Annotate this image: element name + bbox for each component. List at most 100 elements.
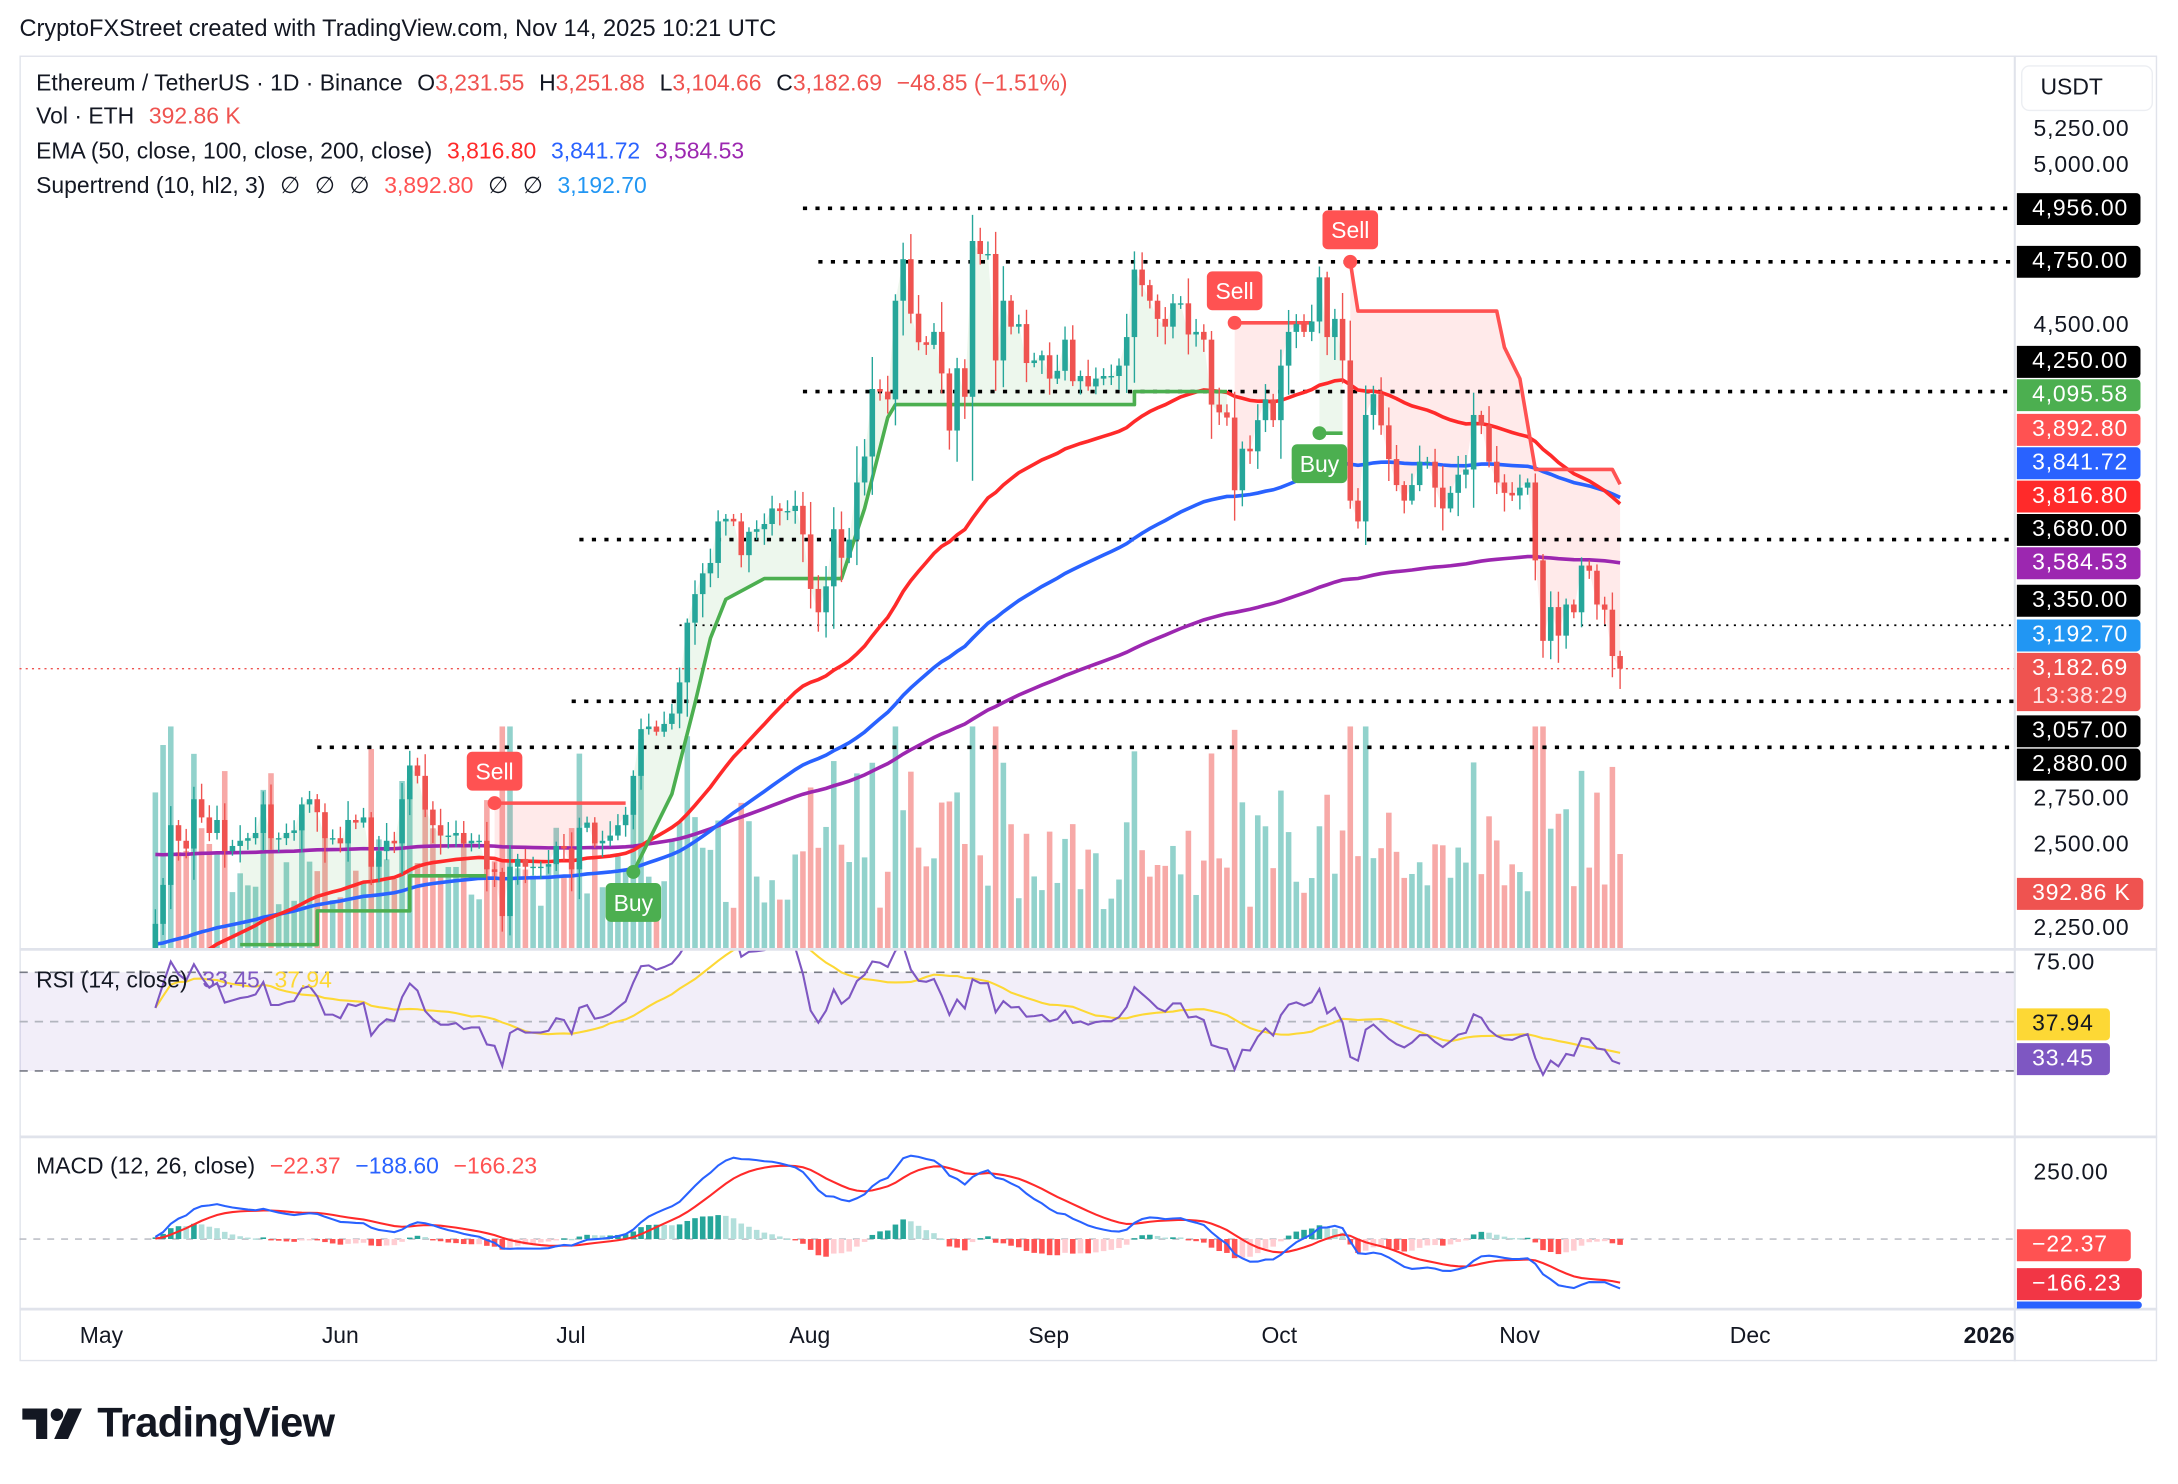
macd-histogram-bar xyxy=(476,1239,482,1245)
candle-body xyxy=(1270,399,1276,421)
volume-bar xyxy=(1031,876,1037,949)
volume-bar xyxy=(291,900,297,949)
macd-histogram-bar xyxy=(191,1223,197,1240)
volume-bar xyxy=(445,867,452,949)
price-badge: 3,350.00 xyxy=(2016,584,2141,617)
supertrend-label[interactable]: Supertrend (10, hl2, 3) xyxy=(36,173,266,199)
macd-histogram-bar xyxy=(553,1239,560,1241)
volume-bar xyxy=(1162,865,1169,949)
candle-body xyxy=(830,529,837,587)
macd-histogram-bar xyxy=(1393,1239,1400,1250)
candle-body xyxy=(1108,376,1115,378)
rsi-badge: 37.94 xyxy=(2016,1008,2110,1041)
signal-text: Buy xyxy=(1300,451,1340,477)
macd-histogram-bar xyxy=(1478,1231,1485,1240)
volume-bar xyxy=(877,907,883,949)
volume-bar xyxy=(337,897,344,949)
macd-histogram-bar xyxy=(1139,1235,1145,1240)
macd-histogram-bar xyxy=(1031,1239,1037,1253)
volume-bar xyxy=(946,801,953,949)
volume-bar xyxy=(214,851,220,949)
macd-histogram-bar xyxy=(931,1233,937,1240)
pane-separators xyxy=(19,55,2158,1362)
price-badge: 3,584.53 xyxy=(2016,547,2141,580)
buy-signal-label xyxy=(1291,444,1348,484)
macd-histogram-bar xyxy=(1447,1239,1454,1245)
rsi-value: 33.45 xyxy=(202,968,260,994)
volume-bar xyxy=(1455,847,1461,949)
time-axis-label: Jun xyxy=(321,1323,359,1349)
volume-bar xyxy=(969,726,976,949)
signal-text: Buy xyxy=(614,890,654,916)
candle-body xyxy=(252,832,259,839)
tradingview-logo[interactable]: TradingView xyxy=(22,1400,335,1447)
candle-body xyxy=(422,775,428,810)
volume-bar xyxy=(1563,809,1569,949)
macd-histogram-bar xyxy=(1455,1239,1461,1242)
volume-bar xyxy=(1609,766,1616,949)
symbol-name[interactable]: Ethereum / TetherUS · 1D · Binance xyxy=(36,70,403,96)
candle-body xyxy=(1393,459,1400,486)
volume-bar xyxy=(1085,849,1091,949)
candle-body xyxy=(299,804,305,831)
macd-histogram-bar xyxy=(376,1239,382,1247)
macd-histogram-bar xyxy=(468,1239,475,1245)
macd-histogram-bar xyxy=(969,1239,976,1243)
close-value: 3,182.69 xyxy=(792,70,883,96)
volume-bar xyxy=(815,847,822,949)
macd-histogram-bar xyxy=(221,1231,228,1240)
supertrend-fill-up xyxy=(633,241,1227,872)
macd-histogram-bar xyxy=(1239,1239,1246,1258)
candle-body xyxy=(484,840,490,870)
macd-histogram-bar xyxy=(892,1224,899,1240)
candle-body xyxy=(1339,318,1346,361)
candle-body xyxy=(1432,461,1438,488)
candle-body xyxy=(1555,607,1562,636)
sell-signal-label xyxy=(1322,210,1379,250)
macd-histogram-bar xyxy=(954,1239,960,1248)
macd-histogram-value: −22.37 xyxy=(269,1154,341,1180)
candle-body xyxy=(1362,414,1369,522)
price-badge: 392.86 K xyxy=(2016,877,2144,910)
macd-histogram-bar xyxy=(275,1239,282,1241)
candle-body xyxy=(861,456,868,483)
candle-body xyxy=(769,508,775,525)
candle-body xyxy=(1093,378,1099,387)
candle-body xyxy=(1162,318,1169,327)
macd-histogram-bar xyxy=(1332,1228,1338,1240)
volume-bar xyxy=(268,773,274,949)
ema-label[interactable]: EMA (50, close, 100, close, 200, close) xyxy=(36,138,433,164)
candle-body xyxy=(314,799,321,813)
volume-bar xyxy=(522,869,529,949)
rsi-label[interactable]: RSI (14, close) xyxy=(36,968,188,994)
macd-label[interactable]: MACD (12, 26, close) xyxy=(36,1154,256,1180)
volume-bar xyxy=(1308,878,1315,949)
candle-body xyxy=(275,838,282,840)
candle-body xyxy=(221,819,228,852)
macd-histogram-bar xyxy=(699,1216,706,1240)
macd-histogram-bar xyxy=(884,1230,891,1240)
candle-body xyxy=(376,851,382,867)
candle-body xyxy=(283,832,290,839)
volume-label[interactable]: Vol · ETH xyxy=(36,104,135,130)
macd-axis-tick: 250.00 xyxy=(2033,1159,2109,1185)
volume-bar xyxy=(1324,794,1330,949)
empty-value: ∅ xyxy=(280,173,301,199)
macd-histogram-bar xyxy=(715,1215,721,1240)
volume-bar xyxy=(538,905,544,949)
signal-marker xyxy=(1312,426,1327,441)
macd-histogram-bar xyxy=(268,1239,274,1241)
currency-button[interactable]: USDT xyxy=(2021,65,2153,112)
macd-badge: −22.37 xyxy=(2016,1229,2131,1262)
candle-body xyxy=(1177,303,1184,305)
empty-value: ∅ xyxy=(522,173,543,199)
candle-body xyxy=(406,765,413,800)
macd-histogram-bar xyxy=(915,1225,922,1240)
volume-bar xyxy=(1147,876,1153,949)
macd-histogram-bar xyxy=(1463,1239,1469,1241)
candle-body xyxy=(931,331,937,345)
ema200-value: 3,584.53 xyxy=(654,138,745,164)
volume-bar xyxy=(738,802,745,949)
macd-histogram-bar xyxy=(1386,1239,1392,1249)
